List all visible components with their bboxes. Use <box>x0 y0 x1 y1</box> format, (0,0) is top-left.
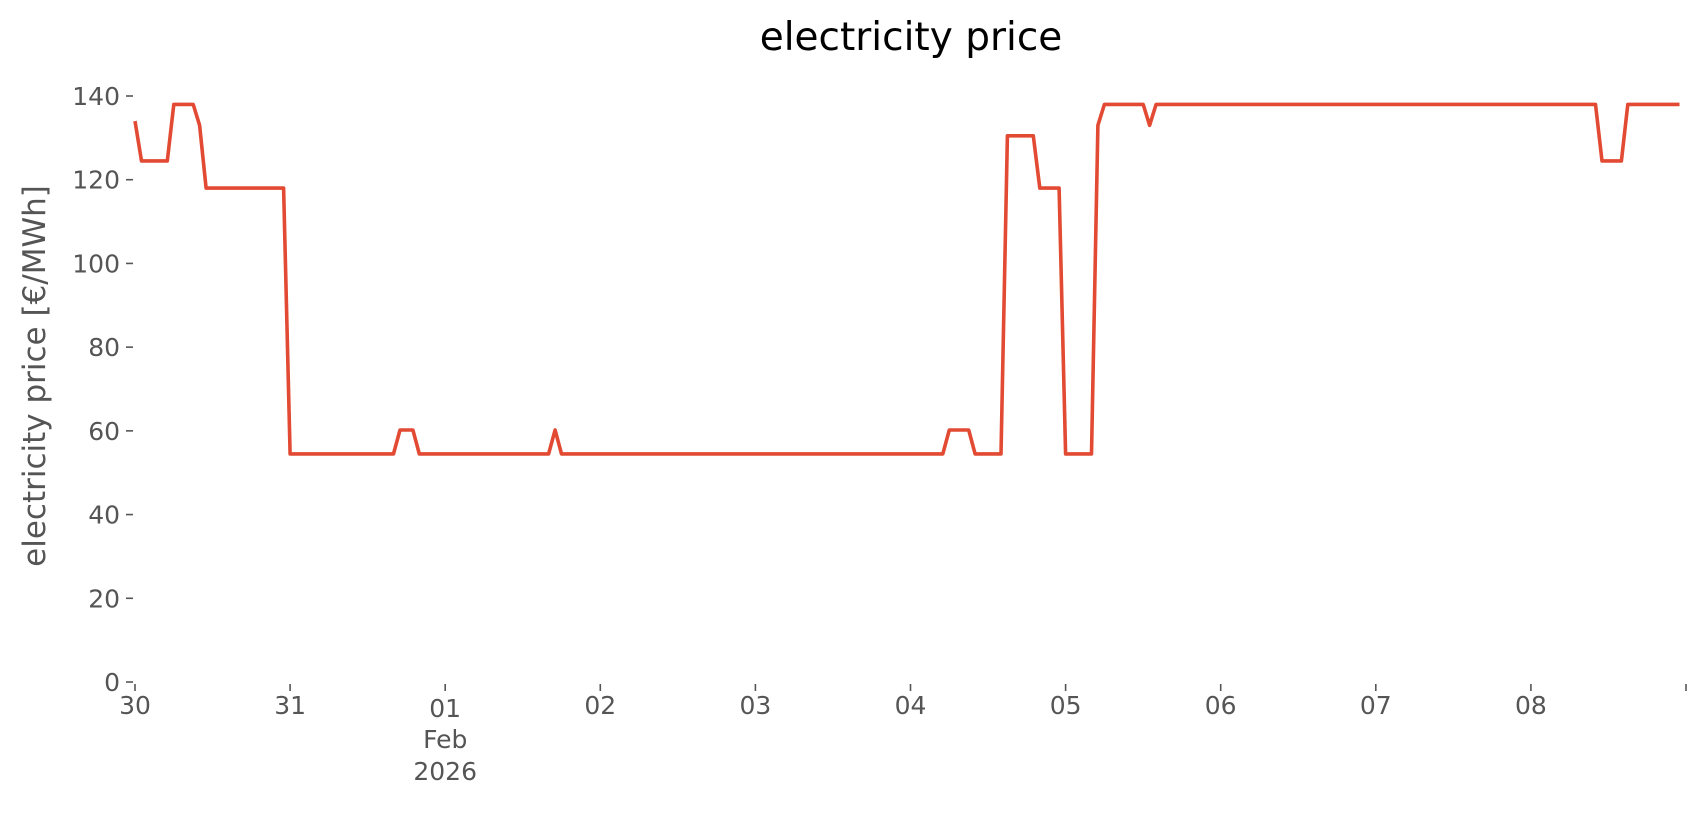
x-tick-label: 07 <box>1360 691 1392 720</box>
x-tick-label: 03 <box>739 691 771 720</box>
x-tick-label: 08 <box>1515 691 1547 720</box>
y-axis: 0 20 40 60 80 100 120 140 <box>72 82 133 697</box>
x-tick-label: 04 <box>895 691 927 720</box>
y-tick-label: 100 <box>72 249 120 278</box>
y-tick-label: 0 <box>104 668 120 697</box>
plot-area <box>133 102 1680 456</box>
y-axis-label: electricity price [€/MWh] <box>17 185 53 567</box>
x-tick-year-label: 2026 <box>413 757 477 786</box>
y-tick-label: 140 <box>72 82 120 111</box>
x-tick-label: 06 <box>1205 691 1237 720</box>
y-tick-label: 40 <box>88 501 120 530</box>
price-series-line <box>133 102 1680 456</box>
chart-title: electricity price <box>760 15 1063 60</box>
x-tick-label: 30 <box>119 691 151 720</box>
x-tick-month-label: Feb <box>423 725 467 754</box>
x-tick-label: 05 <box>1050 691 1082 720</box>
x-tick-label: 02 <box>584 691 616 720</box>
y-tick-label: 20 <box>88 584 120 613</box>
y-tick-label: 60 <box>88 417 120 446</box>
y-tick-label: 120 <box>72 166 120 195</box>
x-tick-label: 01 <box>429 694 461 723</box>
x-tick-label: 31 <box>274 691 306 720</box>
y-tick-label: 80 <box>88 333 120 362</box>
